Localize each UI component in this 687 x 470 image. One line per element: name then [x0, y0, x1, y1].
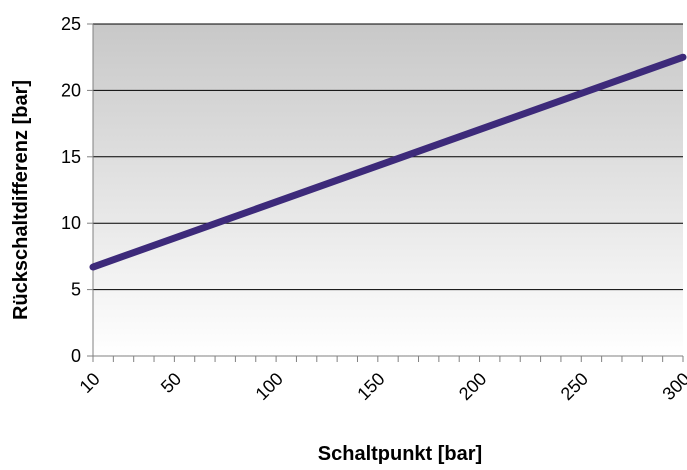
x-tick-label-10: 10 [76, 369, 104, 397]
series-group [89, 53, 687, 271]
x-tick-labels: 10 50 100 150 200 250 300 [76, 369, 687, 404]
y-tick-labels: 0 5 10 15 20 25 [61, 14, 81, 366]
y-tick-label-10: 10 [61, 213, 81, 233]
plot-area [93, 24, 683, 356]
y-tick-label-5: 5 [71, 280, 81, 300]
series-line-0 [89, 53, 687, 271]
x-tick-label-100: 100 [252, 369, 287, 404]
x-tick-label-50: 50 [157, 369, 185, 397]
x-tick-label-150: 150 [353, 369, 388, 404]
axes [87, 23, 684, 362]
x-axis-title: Schaltpunkt [bar] [318, 443, 482, 465]
y-tick-label-15: 15 [61, 147, 81, 167]
x-tick-label-250: 250 [557, 369, 592, 404]
y-tick-label-0: 0 [71, 346, 81, 366]
y-tick-label-20: 20 [61, 80, 81, 100]
y-axis-title: Rückschaltdifferenz [bar] [10, 80, 32, 320]
y-tick-label-25: 25 [61, 14, 81, 34]
x-tick-label-300: 300 [658, 369, 687, 404]
x-tick-label-200: 200 [455, 369, 490, 404]
